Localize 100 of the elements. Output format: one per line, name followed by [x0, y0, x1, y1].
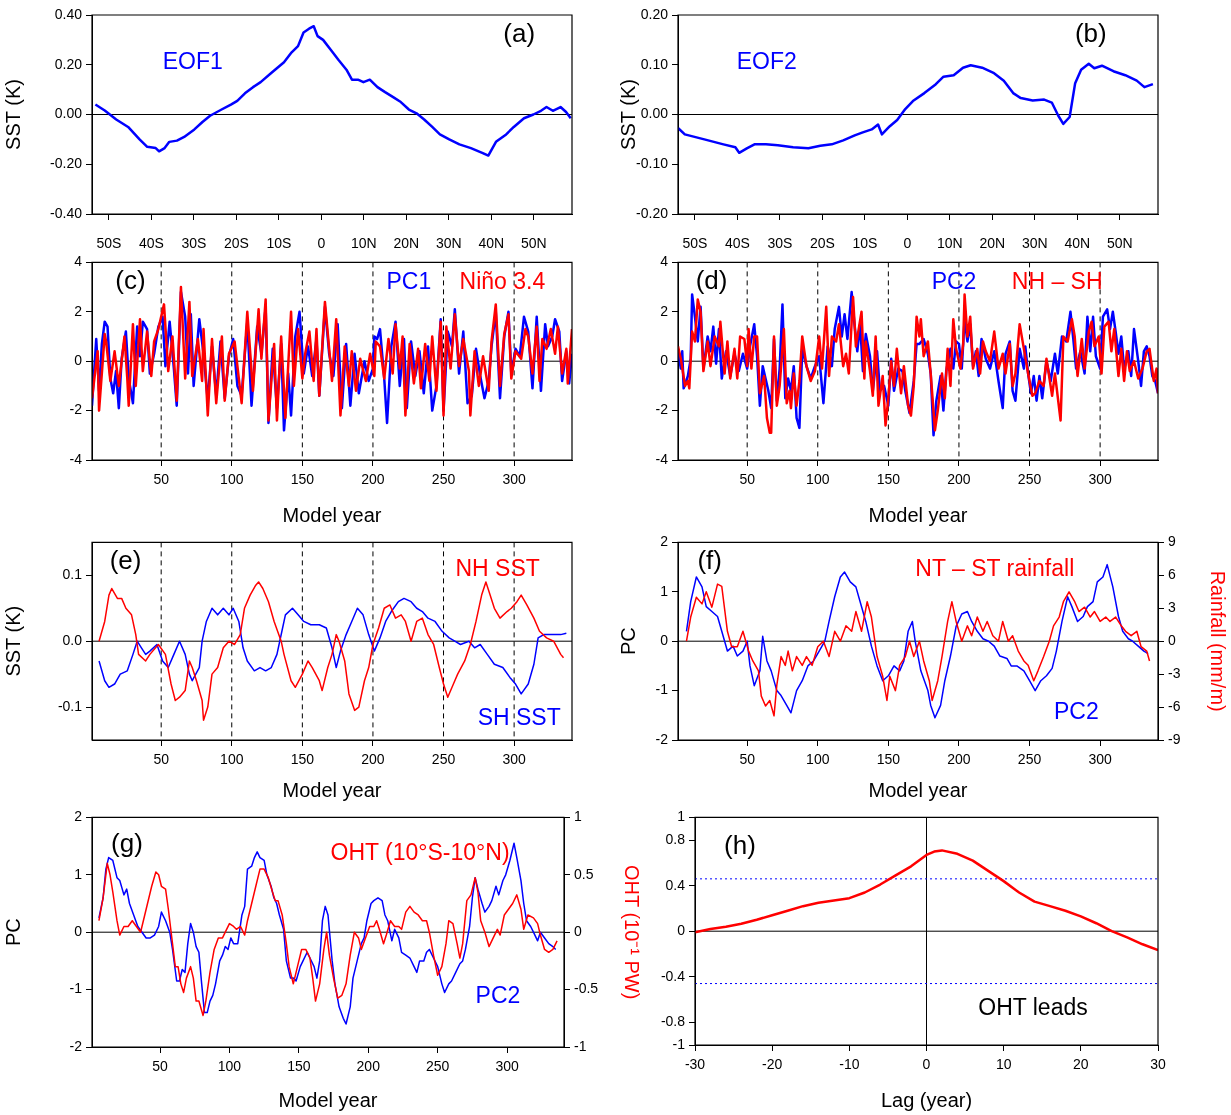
y-tick-label: 2 — [660, 533, 669, 550]
y-tick-label: -4 — [655, 450, 669, 467]
x-axis-title: Model year — [868, 503, 968, 526]
x-tick-label: 30S — [767, 235, 793, 252]
y2-tick-label: -6 — [1168, 697, 1181, 714]
y-tick-label: -0.4 — [660, 967, 686, 984]
x-tick-label: 300 — [502, 751, 527, 768]
chart-title: (a) — [503, 18, 536, 49]
x-tick-label: 0 — [317, 235, 326, 252]
y-tick-label: -2 — [69, 1037, 83, 1054]
x-tick-label: 100 — [806, 471, 830, 488]
series-label: PC2 — [1054, 697, 1099, 724]
y-tick-label: 0.4 — [665, 876, 686, 893]
x-tick-label: 50 — [153, 751, 170, 768]
x-tick-label: 300 — [502, 471, 527, 488]
series-label: SH SST — [477, 703, 561, 730]
chart-title: (c) — [115, 265, 146, 296]
x-tick-label: 50 — [739, 751, 756, 768]
y2-axis-title: Rainfall (mm/m) — [1207, 570, 1230, 712]
y-tick-label: -0.10 — [636, 155, 669, 172]
y-tick-label: 0.20 — [640, 5, 669, 22]
y2-tick-label: 0 — [574, 923, 582, 940]
y-tick-label: -1 — [672, 1035, 686, 1052]
x-tick-label: -10 — [839, 1056, 860, 1073]
x-axis-title: Model year — [278, 1088, 378, 1111]
y-axis-title: SST (K) — [616, 79, 639, 150]
x-tick-label: 20N — [979, 235, 1006, 252]
x-tick-label: 50 — [739, 471, 756, 488]
y-tick-label: 0 — [677, 922, 686, 939]
y-tick-label: 0.1 — [62, 566, 83, 583]
x-tick-label: 150 — [290, 751, 315, 768]
text: EOF2 — [736, 48, 797, 75]
y2-tick-label: 9 — [1168, 533, 1176, 550]
x-tick-label: 300 — [495, 1058, 519, 1075]
x-tick-label: 150 — [290, 471, 315, 488]
x-tick-label: 30N — [435, 235, 462, 252]
x-tick-label: 250 — [431, 751, 456, 768]
x-tick-label: 250 — [425, 1058, 450, 1075]
series-label: PC2 — [475, 981, 521, 1008]
y-tick-label: -2 — [655, 401, 669, 418]
series-label: NH – SH — [1011, 267, 1103, 294]
x-tick-label: 100 — [217, 1058, 242, 1075]
x-tick-label: 20S — [223, 235, 249, 252]
x-tick-label: 100 — [806, 751, 830, 768]
y2-tick-label: -0.5 — [574, 980, 599, 997]
x-tick-label: 30N — [1021, 235, 1048, 252]
y-tick-label: -0.20 — [636, 204, 669, 221]
y-tick-label: 0.0 — [62, 632, 83, 649]
y-tick-label: -1 — [69, 980, 83, 997]
y2-tick-label: 6 — [1168, 566, 1176, 583]
x-tick-label: 200 — [947, 471, 971, 488]
series-label: PC1 — [386, 267, 432, 294]
x-tick-label: 200 — [947, 751, 971, 768]
x-tick-label: 250 — [431, 471, 456, 488]
x-tick-label: 200 — [356, 1058, 381, 1075]
x-tick-label: 40N — [478, 235, 505, 252]
chart-title: (b) — [1074, 18, 1107, 49]
y-tick-label: 0.00 — [640, 105, 669, 122]
chart-title: (e) — [109, 545, 142, 576]
y-tick-label: 1 — [74, 865, 83, 882]
x-tick-label: 20S — [809, 235, 835, 252]
y-tick-label: 0.10 — [640, 55, 669, 72]
y-tick-label: 2 — [74, 808, 83, 825]
x-axis-title: Model year — [282, 778, 382, 801]
chart-title: (f) — [697, 545, 722, 576]
x-tick-label: 0 — [903, 235, 912, 252]
x-tick-label: 40S — [725, 235, 750, 252]
y2-tick-label: -3 — [1168, 664, 1181, 681]
y-tick-label: 0 — [74, 352, 83, 369]
y2-tick-label: 0 — [1168, 632, 1176, 649]
series-label: NT – ST rainfall — [915, 555, 1075, 582]
y2-axis-title: OHT (10⁻¹ PW) — [621, 864, 644, 1000]
series-label: Niño 3.4 — [459, 267, 546, 294]
y-tick-label: 0 — [74, 923, 83, 940]
x-tick-label: 50S — [682, 235, 708, 252]
chart-title: (g) — [111, 828, 143, 859]
x-tick-label: 10N — [937, 235, 963, 252]
x-tick-label: 10S — [266, 235, 292, 252]
y-tick-label: 4 — [660, 253, 669, 270]
x-tick-label: 30S — [181, 235, 207, 252]
y-tick-label: 0.00 — [54, 105, 83, 122]
x-tick-label: 150 — [876, 751, 901, 768]
x-tick-label: 20N — [393, 235, 420, 252]
y-tick-label: 1 — [660, 582, 669, 599]
annotation: OHT leads — [978, 993, 1088, 1020]
series-label: EOF1 — [162, 48, 223, 75]
x-axis-title: Lag (year) — [880, 1088, 973, 1111]
y-axis-title: SST (K) — [1, 605, 24, 677]
y-tick-label: 0 — [660, 352, 669, 369]
x-tick-label: 50 — [153, 471, 170, 488]
x-tick-label: 10S — [852, 235, 878, 252]
x-tick-label: 150 — [876, 471, 901, 488]
x-tick-label: 20 — [1073, 1056, 1089, 1073]
y-tick-label: 0.40 — [54, 5, 83, 22]
x-tick-label: 300 — [1088, 471, 1113, 488]
y-tick-label: 1 — [677, 808, 686, 825]
y-tick-label: -0.1 — [57, 697, 83, 714]
series-label: PC2 — [931, 267, 977, 294]
y2-tick-label: -9 — [1168, 730, 1181, 747]
series-label: NH SST — [455, 555, 540, 582]
